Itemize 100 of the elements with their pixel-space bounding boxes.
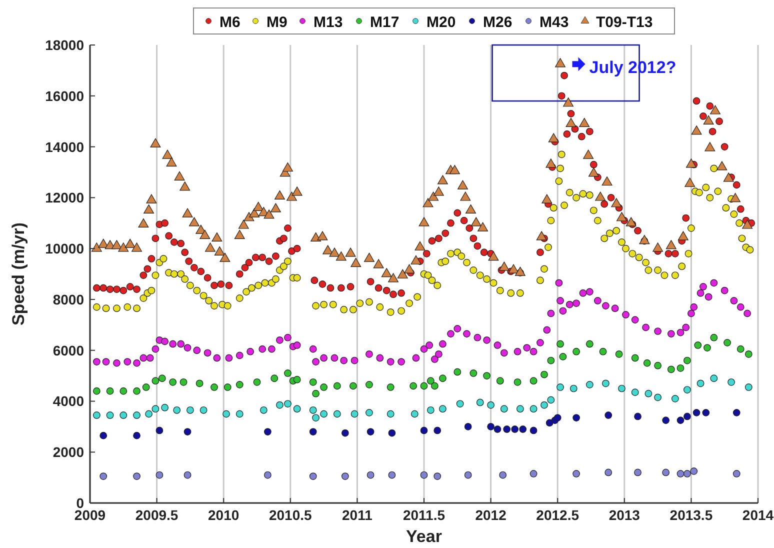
point <box>667 366 675 374</box>
point <box>546 419 554 427</box>
legend-label: M26 <box>483 14 512 31</box>
point <box>210 384 218 391</box>
point <box>196 380 204 388</box>
point <box>736 345 744 353</box>
point <box>684 412 691 420</box>
point <box>570 384 578 392</box>
point <box>184 428 192 436</box>
point <box>662 468 670 476</box>
point <box>547 356 555 364</box>
point <box>654 394 662 402</box>
point <box>487 401 494 409</box>
point <box>454 368 462 376</box>
point <box>276 401 284 409</box>
y-tick-label: 10000 <box>45 240 84 257</box>
point <box>333 410 341 418</box>
point <box>684 386 691 394</box>
x-tick-label: 2009.5 <box>135 507 178 523</box>
point <box>464 471 472 479</box>
point <box>270 374 278 382</box>
y-tick-label: 12000 <box>45 190 84 206</box>
point <box>293 405 301 413</box>
point <box>186 406 194 414</box>
point <box>704 344 711 352</box>
point <box>530 470 538 478</box>
point <box>431 382 438 390</box>
point <box>92 412 100 419</box>
point <box>173 406 181 414</box>
point <box>309 406 317 414</box>
point <box>142 384 150 391</box>
point <box>732 408 740 416</box>
point <box>156 426 164 434</box>
point <box>540 370 548 378</box>
point <box>388 429 396 437</box>
point <box>100 472 108 480</box>
point <box>694 342 702 349</box>
point <box>496 377 504 385</box>
point <box>654 362 662 370</box>
x-tick-label: 2010 <box>208 507 240 523</box>
point <box>224 384 232 391</box>
y-tick-label: 18000 <box>45 37 84 53</box>
y-tick-label: 14000 <box>45 138 84 155</box>
point <box>236 410 244 418</box>
x-tick-label: 2010.5 <box>268 507 312 523</box>
point <box>530 405 538 413</box>
legend-label: M43 <box>540 14 569 31</box>
point <box>309 378 317 386</box>
point <box>710 374 718 382</box>
point <box>572 348 580 356</box>
point <box>120 387 128 395</box>
y-axis-title: Speed (m/yr) <box>9 222 28 326</box>
point <box>744 350 752 358</box>
point <box>547 396 555 404</box>
point <box>264 428 272 436</box>
legend-label: T09-T13 <box>596 14 653 31</box>
point <box>92 387 100 395</box>
point <box>434 426 442 434</box>
point <box>260 406 268 414</box>
point <box>503 426 511 433</box>
point <box>499 471 507 479</box>
point <box>284 400 292 408</box>
point <box>556 340 564 348</box>
point <box>426 377 434 385</box>
point <box>724 339 731 346</box>
point <box>511 426 519 433</box>
point <box>586 381 594 388</box>
point <box>309 428 317 436</box>
point <box>100 432 108 440</box>
point <box>106 412 114 419</box>
point <box>156 471 164 479</box>
x-tick-label: 2011 <box>342 507 373 523</box>
point <box>456 400 464 408</box>
point <box>366 381 373 388</box>
point <box>350 382 357 390</box>
point <box>320 410 328 418</box>
point <box>554 414 562 422</box>
point <box>662 416 670 424</box>
point <box>634 468 642 476</box>
x-axis-title: Year <box>406 527 442 546</box>
point <box>696 380 704 388</box>
point <box>494 426 502 433</box>
point <box>599 348 607 356</box>
point <box>519 426 527 433</box>
point <box>434 472 442 480</box>
point <box>106 387 114 395</box>
y-tick-label: 4000 <box>52 393 84 410</box>
point <box>644 390 652 398</box>
point <box>133 412 140 419</box>
point <box>732 470 740 478</box>
point <box>152 405 160 413</box>
y-tick-label: 8000 <box>52 291 84 308</box>
point <box>476 398 484 406</box>
point <box>643 359 651 367</box>
point <box>702 408 710 416</box>
x-tick-label: 2012.5 <box>536 507 580 523</box>
y-tick-label: 6000 <box>52 342 84 358</box>
x-tick-label: 2013 <box>608 507 640 523</box>
point <box>386 384 394 391</box>
x-tick-label: 2012 <box>475 507 507 523</box>
